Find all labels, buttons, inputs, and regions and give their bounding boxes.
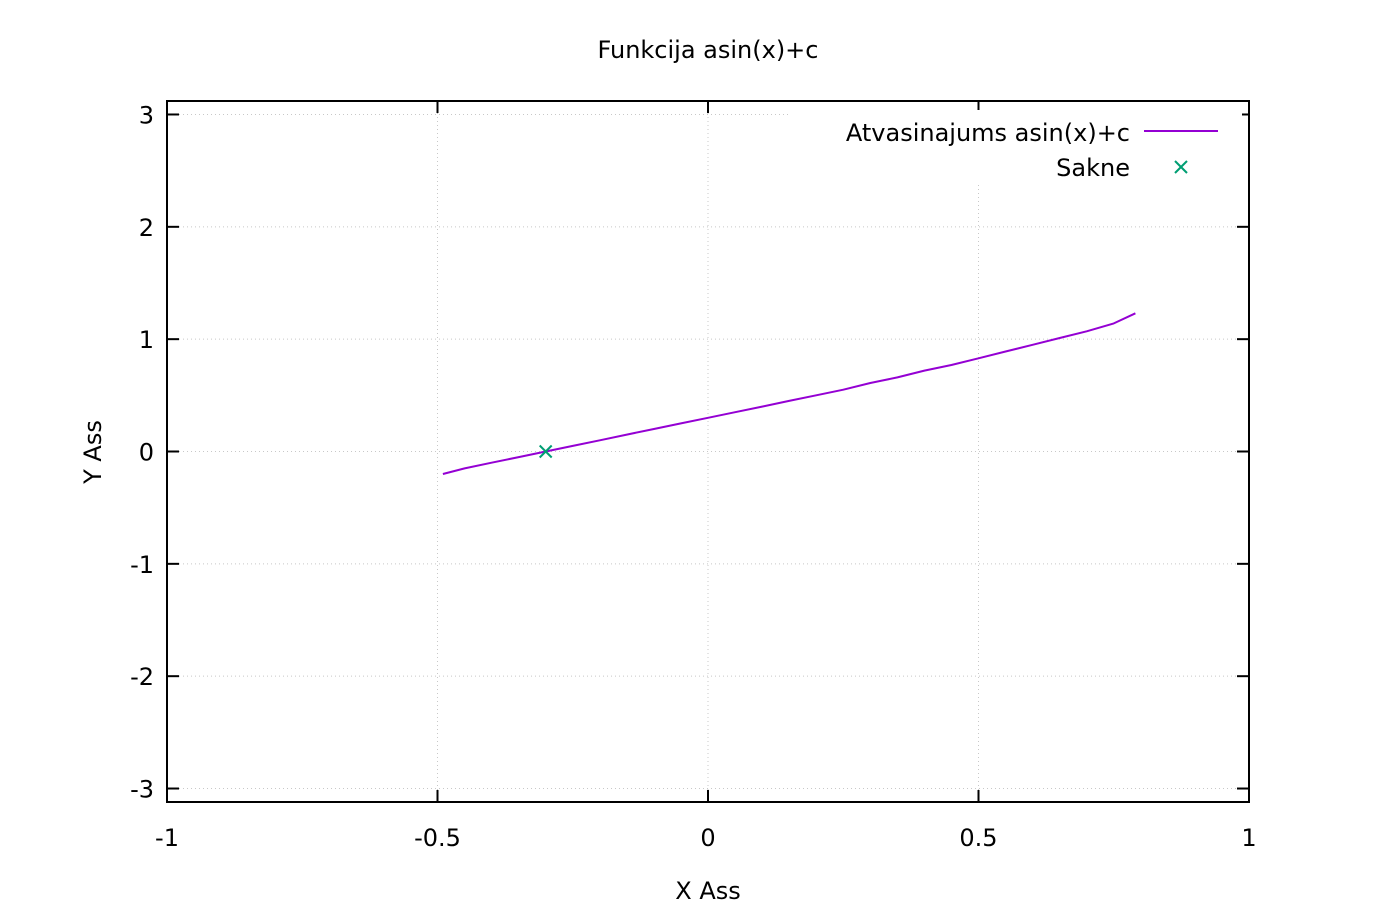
y-tick-label: -3 bbox=[130, 776, 154, 804]
chart-title: Funkcija asin(x)+c bbox=[597, 36, 818, 64]
tick-labels: -1 -0.5 0 0.5 1 -3 -2 -1 0 1 2 3 bbox=[130, 101, 1257, 852]
x-tick-label: -0.5 bbox=[414, 824, 461, 852]
y-axis-title: Y Ass bbox=[79, 420, 107, 485]
y-tick-label: 2 bbox=[139, 214, 154, 242]
legend: Atvasinajums asin(x)+c Sakne bbox=[790, 110, 1242, 184]
grid bbox=[167, 101, 1249, 802]
x-tick-label: 1 bbox=[1241, 824, 1256, 852]
x-tick-label: -1 bbox=[155, 824, 179, 852]
ticks bbox=[166, 101, 1250, 802]
legend-marker-x bbox=[1174, 160, 1188, 174]
legend-background bbox=[790, 110, 1242, 184]
y-tick-label: 1 bbox=[139, 326, 154, 354]
x-tick-label: 0.5 bbox=[959, 824, 997, 852]
series-layer bbox=[442, 312, 1136, 475]
series-line-derivative bbox=[442, 312, 1136, 475]
root-point bbox=[538, 444, 553, 459]
y-tick-label: -1 bbox=[130, 551, 154, 579]
y-tick-label: -2 bbox=[130, 663, 154, 691]
y-tick-label: 3 bbox=[139, 101, 154, 129]
x-axis-title: X Ass bbox=[675, 877, 741, 905]
y-tick-label: 0 bbox=[139, 439, 154, 467]
legend-label-root: Sakne bbox=[1056, 154, 1130, 182]
x-tick-label: 0 bbox=[700, 824, 715, 852]
legend-marker-x-shape bbox=[1174, 160, 1188, 174]
legend-label-derivative: Atvasinajums asin(x)+c bbox=[846, 119, 1130, 147]
